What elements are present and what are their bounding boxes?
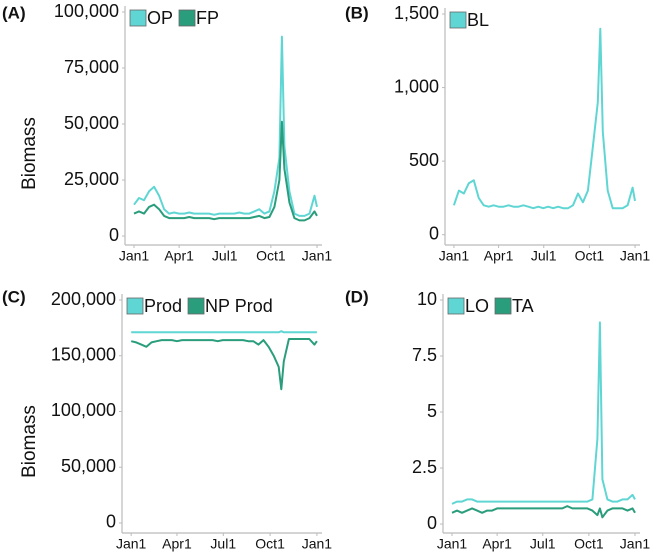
legend-swatch bbox=[129, 9, 147, 27]
panel: 0 500 1,000 1,500 Jan1 Apr1 Jul1 Oct1 Jan1 (B) BL bbox=[345, 3, 650, 264]
x-tick-label: Jan1 bbox=[439, 248, 470, 264]
x-tick-label: Jul1 bbox=[210, 536, 236, 552]
x-tick-label: Jan1 bbox=[302, 536, 333, 552]
y-tick-label: 150,000 bbox=[51, 344, 116, 364]
legend-swatch bbox=[126, 297, 144, 315]
y-tick-label: 100,000 bbox=[54, 1, 119, 21]
panel-label: (C) bbox=[2, 287, 26, 306]
panel: 0 2.5 5 7.5 10 Jan1 Apr1 Jul1 Oct1 Jan1 (D) LO TA bbox=[345, 287, 650, 551]
legend-label: Prod bbox=[144, 296, 182, 316]
legend-swatch bbox=[494, 297, 512, 315]
x-tick-label: Apr1 bbox=[162, 536, 192, 552]
x-tick-label: Oct1 bbox=[255, 536, 285, 552]
y-tick-label: 25,000 bbox=[64, 169, 119, 189]
y-tick-label: 100,000 bbox=[51, 400, 116, 420]
y-tick-label: 0 bbox=[109, 225, 119, 245]
x-tick-label: Jan1 bbox=[620, 536, 651, 552]
legend-swatch bbox=[447, 297, 465, 315]
y-tick-label: 1,500 bbox=[394, 3, 439, 23]
panel-label: (D) bbox=[345, 287, 369, 306]
x-tick-label: Apr1 bbox=[164, 248, 194, 264]
legend-label: LO bbox=[465, 296, 489, 316]
series-line bbox=[131, 330, 317, 334]
x-tick-label: Oct1 bbox=[256, 248, 286, 264]
x-tick-label: Jul1 bbox=[530, 536, 556, 552]
x-tick-label: Apr1 bbox=[484, 248, 514, 264]
series-line bbox=[451, 505, 636, 519]
y-tick-label: 500 bbox=[409, 150, 439, 170]
series-line bbox=[452, 27, 636, 210]
panel-label: (A) bbox=[2, 3, 26, 22]
legend-label: TA bbox=[512, 296, 534, 316]
legend-label: BL bbox=[467, 10, 489, 30]
y-tick-label: 0 bbox=[429, 223, 439, 243]
x-tick-label: Jul1 bbox=[212, 248, 238, 264]
x-tick-label: Jul1 bbox=[531, 248, 557, 264]
panel-label: (B) bbox=[345, 3, 369, 22]
series-line bbox=[133, 35, 318, 217]
x-tick-label: Oct1 bbox=[574, 536, 604, 552]
y-tick-label: 7.5 bbox=[412, 345, 437, 365]
legend-swatch bbox=[187, 297, 205, 315]
x-tick-label: Jan1 bbox=[116, 536, 147, 552]
legend-label: NP Prod bbox=[205, 296, 273, 316]
y-tick-label: 75,000 bbox=[64, 57, 119, 77]
legend-swatch bbox=[449, 11, 467, 29]
panel: 0 50,000 100,000 150,000 200,000 Jan1 Apr1 Jul1… bbox=[2, 287, 332, 551]
y-axis-label: Biomass bbox=[19, 405, 40, 478]
legend-swatch bbox=[178, 9, 196, 27]
x-tick-label: Jan1 bbox=[119, 248, 150, 264]
x-tick-label: Apr1 bbox=[482, 536, 512, 552]
x-tick-label: Jan1 bbox=[620, 248, 651, 264]
x-tick-label: Oct1 bbox=[575, 248, 605, 264]
x-tick-label: Jan1 bbox=[302, 248, 333, 264]
y-tick-label: 5 bbox=[427, 401, 437, 421]
y-tick-label: 0 bbox=[106, 512, 116, 532]
legend-label: OP bbox=[147, 8, 173, 28]
y-tick-label: 50,000 bbox=[64, 113, 119, 133]
y-tick-label: 200,000 bbox=[51, 289, 116, 309]
y-tick-label: 0 bbox=[427, 513, 437, 533]
x-tick-label: Jan1 bbox=[437, 536, 468, 552]
series-line bbox=[133, 120, 318, 222]
series-line bbox=[451, 321, 636, 505]
y-tick-label: 10 bbox=[417, 289, 437, 309]
y-tick-label: 2.5 bbox=[412, 457, 437, 477]
y-axis-label: Biomass bbox=[19, 117, 40, 190]
legend-label: FP bbox=[196, 8, 219, 28]
y-tick-label: 1,000 bbox=[394, 76, 439, 96]
series-line bbox=[130, 338, 318, 391]
y-tick-label: 50,000 bbox=[61, 456, 116, 476]
panel: 0 25,000 50,000 75,000 100,000 Jan1 Apr1 Jul1 Oc… bbox=[2, 1, 332, 264]
